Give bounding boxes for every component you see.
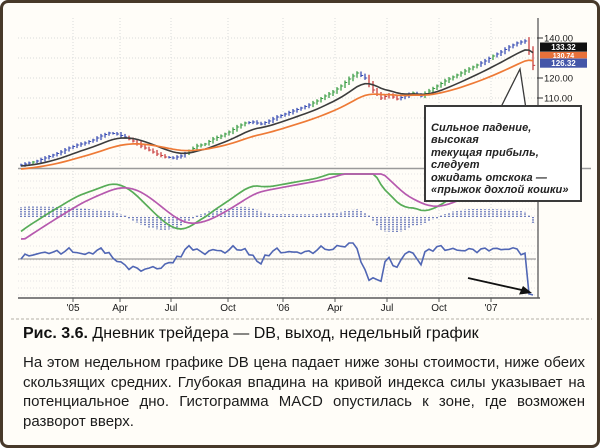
x-tick-label-5: Apr [327, 303, 343, 314]
axis-value-box-fast-ema-value [540, 42, 587, 52]
x-tick-label-6: Jul [381, 303, 394, 314]
x-tick-label-2: Jul [165, 303, 178, 314]
price-tick-label-2: 110.00 [544, 94, 572, 105]
x-tick-label-3: Oct [220, 303, 236, 314]
figure-caption: Рис. 3.6. Дневник трейдера — DB, выход, … [23, 325, 589, 343]
x-tick-label-0: '05 [66, 303, 79, 314]
figure-title: Дневник трейдера — DB, выход, недельный … [87, 325, 479, 342]
annotation-text: Сильное падение, высокая текущая прибыль… [431, 121, 569, 197]
price-tick-label-1: 120.00 [544, 74, 573, 85]
axis-value-text-slow-ema-value: 130.74 [553, 53, 575, 60]
axis-value-text-fast-ema-value: 133.32 [551, 43, 576, 52]
macd-signal-path [20, 173, 533, 240]
axis-value-box-slow-ema-value [540, 51, 587, 59]
force-index-arrow [467, 277, 525, 292]
trading-chart-svg: '05 Apr Jul Oct '06 Apr Jul Oct '07 140.00 120.00 1… [11, 18, 592, 320]
callout-tail [498, 66, 527, 110]
slow-ema-path [20, 59, 534, 170]
figure-number: Рис. 3.6. [23, 325, 88, 342]
fast-ema-path [20, 49, 534, 167]
x-tick-label-1: Apr [112, 303, 128, 314]
x-tick-label-7: Oct [431, 303, 447, 314]
x-tick-label-8: '07 [484, 303, 497, 314]
annotation-callout: Сильное падение, высокая текущая прибыль… [424, 105, 582, 202]
x-tick-label-4: '06 [276, 303, 289, 314]
axis-value-text-last-price: 126.32 [551, 59, 576, 68]
price-tick-label-0: 140.00 [544, 34, 573, 45]
axis-value-box-last-price [540, 58, 587, 68]
force-index-arrow-head [519, 286, 532, 295]
figure-description: На этом недельном графике DB цена падает… [23, 354, 585, 430]
force-index-path [20, 242, 534, 296]
